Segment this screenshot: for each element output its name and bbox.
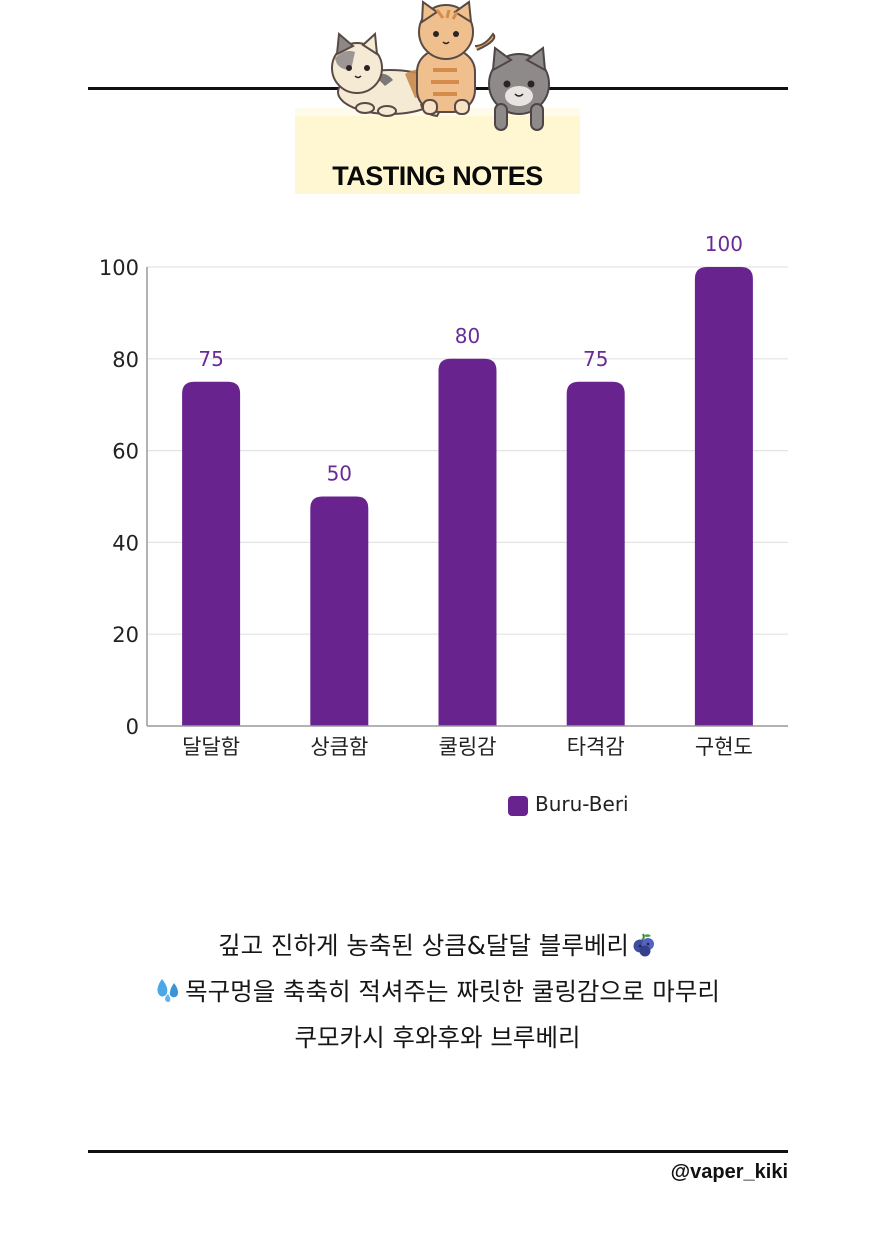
y-tick-label: 0 bbox=[126, 715, 139, 739]
sweat-droplets-icon bbox=[155, 973, 183, 1016]
orange-cat-icon bbox=[416, 0, 496, 115]
caption-line-3: 쿠모카시 후와후와 브루베리 bbox=[294, 1023, 581, 1052]
bar-2 bbox=[310, 496, 369, 726]
y-tick-label: 20 bbox=[112, 623, 139, 647]
tasting-caption: 깊고 진하게 농축된 상큼&달달 블루베리 목구멍을 축축히 적셔주는 짜릿한 … bbox=[0, 924, 875, 1059]
y-tick-label: 40 bbox=[112, 531, 139, 555]
data-label: 50 bbox=[327, 462, 352, 486]
x-tick-label: 타격감 bbox=[567, 735, 625, 759]
y-tick-label: 60 bbox=[112, 440, 139, 464]
bar-3 bbox=[438, 358, 497, 726]
bar-5 bbox=[694, 267, 753, 726]
tasting-bar-chart: 0 20 40 60 80 100 75 50 80 75 100 달달함 상큼함 쿨링감 타격감 구현도… bbox=[99, 232, 788, 816]
bar-4 bbox=[566, 381, 625, 726]
x-tick-label: 상큼함 bbox=[310, 735, 368, 759]
cats-illustration bbox=[331, 0, 550, 131]
x-axis-ticks: 달달함 상큼함 쿨링감 타격감 구현도 bbox=[182, 735, 753, 759]
grey-cat-icon bbox=[488, 46, 550, 131]
data-label: 80 bbox=[455, 324, 480, 348]
legend-swatch bbox=[508, 796, 528, 816]
bar-1 bbox=[182, 381, 241, 726]
x-tick-label: 달달함 bbox=[182, 735, 240, 759]
caption-line-2: 목구멍을 축축히 적셔주는 짜릿한 쿨링감으로 마무리 bbox=[0, 970, 875, 1016]
page-title: TASTING NOTES bbox=[332, 161, 543, 191]
data-label: 75 bbox=[583, 347, 608, 371]
x-tick-label: 쿨링감 bbox=[439, 735, 497, 759]
blueberries-icon bbox=[631, 927, 657, 970]
y-tick-label: 80 bbox=[112, 348, 139, 372]
bottom-divider bbox=[88, 1150, 788, 1153]
data-label: 100 bbox=[705, 232, 743, 256]
y-tick-label: 100 bbox=[99, 256, 139, 280]
data-label: 75 bbox=[198, 347, 223, 371]
author-handle: @vaper_kiki bbox=[670, 1161, 788, 1183]
bar-layer: 75 50 80 75 100 bbox=[182, 232, 753, 726]
chart-legend: Buru-Beri bbox=[508, 792, 629, 816]
caption-line-1: 깊고 진하게 농축된 상큼&달달 블루베리 bbox=[0, 924, 875, 970]
y-axis-ticks: 0 20 40 60 80 100 bbox=[99, 256, 139, 739]
legend-label: Buru-Beri bbox=[535, 792, 629, 816]
x-tick-label: 구현도 bbox=[695, 735, 753, 759]
